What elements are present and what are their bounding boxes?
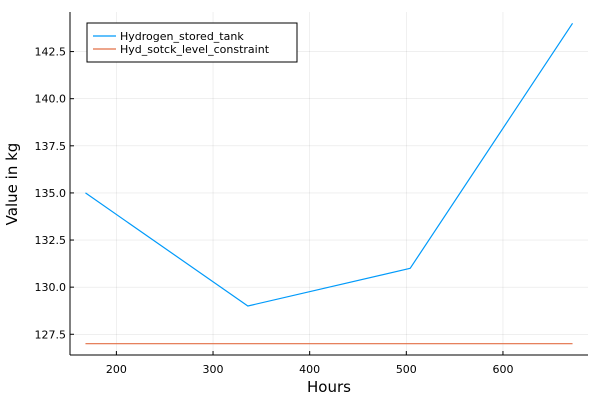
- grid: [70, 12, 588, 355]
- y-tick-label: 137.5: [35, 140, 67, 153]
- x-axis-ticks: 200 300 400 500 600: [106, 351, 513, 376]
- y-tick-label: 132.5: [35, 234, 67, 247]
- y-axis-title: Value in kg: [3, 143, 21, 226]
- x-tick-label: 600: [492, 363, 513, 376]
- legend-box: [86, 22, 298, 63]
- series-layer: [85, 22, 574, 345]
- y-tick-label: 142.5: [35, 46, 67, 59]
- y-axis-ticks: 127.5 130.0 132.5 135.0 137.5 140.0 142.5: [35, 46, 74, 341]
- legend-label-hydrogen-stored-tank: Hydrogen_stored_tank: [120, 30, 244, 43]
- x-tick-label: 200: [106, 363, 127, 376]
- x-tick-label: 500: [396, 363, 417, 376]
- y-tick-label: 140.0: [35, 93, 67, 106]
- series-line-hydrogen-stored-tank: [85, 22, 574, 307]
- legend: Hydrogen_stored_tank Hyd_sotck_level_con…: [86, 22, 298, 63]
- y-tick-label: 135.0: [35, 187, 67, 200]
- x-axis-title: Hours: [307, 378, 351, 396]
- y-tick-label: 127.5: [35, 328, 67, 341]
- x-tick-label: 400: [299, 363, 320, 376]
- plot-frame: [69, 12, 588, 356]
- x-tick-label: 300: [203, 363, 224, 376]
- legend-label-hyd-stock-level-constraint: Hyd_sotck_level_constraint: [120, 43, 270, 56]
- y-tick-label: 130.0: [35, 281, 67, 294]
